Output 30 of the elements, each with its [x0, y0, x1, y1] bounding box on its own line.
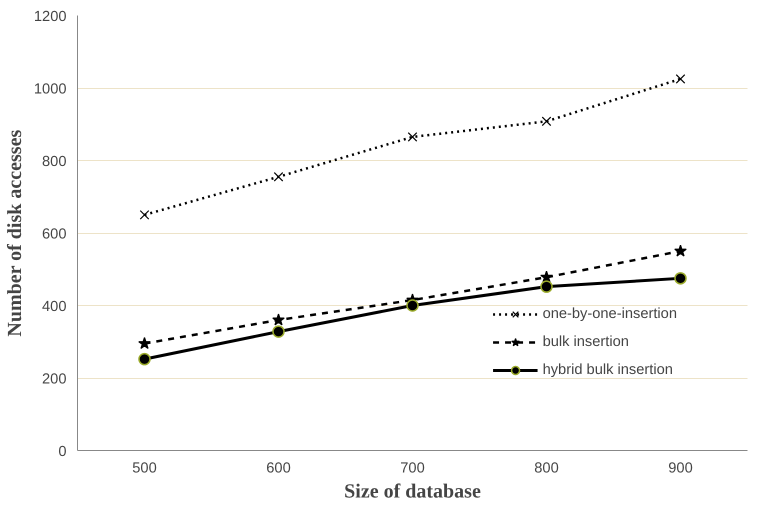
x-tick-label: 700	[400, 460, 425, 476]
point	[408, 132, 418, 142]
y-axis-title: Number of disk accesses	[4, 130, 26, 337]
point	[406, 299, 419, 312]
y-tick-label: 400	[42, 299, 67, 315]
y-tick-label: 200	[42, 372, 67, 388]
y-tick-label: 1000	[34, 82, 67, 98]
y-tick-label: 600	[42, 226, 67, 242]
x-tick-label: 500	[132, 460, 157, 476]
x-tick-label: 600	[266, 460, 291, 476]
legend-label: hybrid bulk insertion	[542, 362, 673, 378]
legend-label: one-by-one-insertion	[542, 306, 677, 322]
point	[540, 280, 553, 293]
y-tick-label: 800	[42, 154, 67, 170]
point	[140, 210, 150, 220]
point	[542, 116, 552, 126]
point	[272, 313, 285, 326]
point	[138, 352, 151, 366]
y-tick-label: 1200	[34, 9, 67, 25]
x-axis-title: Size of database	[344, 480, 481, 502]
x-tick-label: 900	[668, 460, 693, 476]
point	[674, 244, 687, 257]
point	[676, 74, 686, 84]
point	[674, 272, 687, 285]
y-tick-label: 0	[58, 444, 67, 460]
point	[272, 325, 285, 338]
point	[138, 336, 151, 350]
point	[274, 172, 284, 182]
legend-label: bulk insertion	[542, 334, 629, 350]
x-tick-label: 800	[534, 460, 559, 476]
